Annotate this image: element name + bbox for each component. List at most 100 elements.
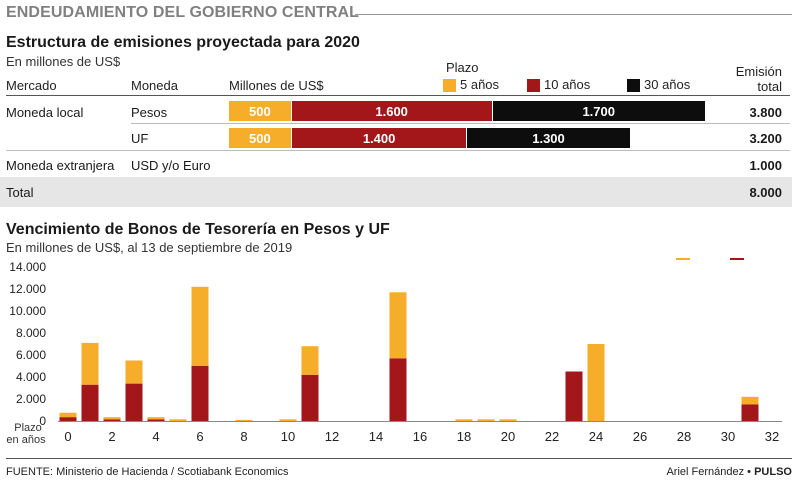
bar-pesos-3 — [125, 383, 143, 421]
total-row-bg — [0, 177, 792, 207]
bar-uf-15 — [389, 292, 407, 359]
legend-30y-label: 30 años — [644, 77, 691, 92]
y-tick-label: 14.000 — [9, 260, 46, 274]
y-tick-label: 4.000 — [16, 370, 46, 384]
row2-bar-1: 1.400 — [291, 128, 467, 148]
bar-uf-6 — [191, 286, 209, 366]
header-currency: Moneda — [131, 78, 178, 93]
total-value: 8.000 — [749, 185, 782, 200]
x-tick-label: 10 — [281, 429, 295, 444]
x-tick-label: 2 — [108, 429, 115, 444]
bar-uf-3 — [125, 360, 143, 384]
row1-bar-0: 500 — [229, 101, 291, 121]
header-market: Mercado — [6, 78, 57, 93]
legend-5y-swatch — [443, 79, 456, 92]
bar-pesos-6 — [191, 366, 209, 421]
x-tick-label: 26 — [633, 429, 647, 444]
x-tick-label: 20 — [501, 429, 515, 444]
row1-bar-1: 1.600 — [291, 101, 492, 121]
row1-currency: Pesos — [131, 105, 168, 120]
bar-pesos-1 — [81, 384, 99, 421]
bar-pesos-2 — [103, 419, 121, 421]
row3-total: 1.000 — [749, 158, 782, 173]
x-axis-label: Plazo — [14, 422, 42, 434]
x-tick-label: 14 — [369, 429, 383, 444]
row3-currency: USD y/o Euro — [131, 158, 211, 173]
legend-pesos-label: Pesos — [749, 258, 788, 261]
legend-10y-swatch — [527, 79, 540, 92]
bar-uf-1 — [81, 342, 99, 385]
bar-pesos-31 — [741, 404, 759, 421]
x-tick-label: 4 — [152, 429, 159, 444]
x-tick-label: 12 — [325, 429, 339, 444]
header-emission-2: total — [757, 79, 782, 94]
footer-author: Ariel Fernández — [666, 466, 745, 478]
row1-market: Moneda local — [6, 105, 84, 120]
x-tick-label: 0 — [64, 429, 71, 444]
bar-uf-31 — [741, 396, 759, 405]
x-tick-label: 32 — [765, 429, 779, 444]
bar-uf-19 — [477, 419, 495, 421]
bar-uf-10 — [279, 419, 297, 421]
x-tick-label: 28 — [677, 429, 691, 444]
footer-rule — [6, 458, 792, 459]
bar-pesos-0 — [59, 417, 77, 421]
bar-uf-8 — [235, 419, 253, 421]
x-tick-label: 8 — [240, 429, 247, 444]
bar-pesos-4 — [147, 419, 165, 421]
y-tick-label: 6.000 — [16, 348, 46, 362]
kicker-rule — [355, 14, 792, 15]
x-tick-label: 24 — [589, 429, 603, 444]
row3-market: Moneda extranjera — [6, 158, 115, 173]
x-tick-label: 30 — [721, 429, 735, 444]
row2-total: 3.200 — [749, 131, 782, 146]
chart-subtitle: En millones de US$, al 13 de septiembre … — [6, 240, 293, 255]
x-tick-label: 18 — [457, 429, 471, 444]
x-tick-label: 16 — [413, 429, 427, 444]
bar-pesos-23 — [565, 371, 583, 421]
maturity-chart: 14.000 12.000 10.000 8.000 6.000 4.000 2.000 0 0… — [6, 258, 788, 446]
footer-sep: • — [744, 466, 755, 478]
row2-currency: UF — [131, 131, 149, 146]
header-separator — [6, 95, 790, 96]
row2-separator — [6, 150, 790, 151]
footer-source: FUENTE: Ministerio de Hacienda / Scotiab… — [6, 466, 289, 478]
row2-bar-0: 500 — [229, 128, 291, 148]
x-tick-label: 22 — [545, 429, 559, 444]
y-tick-label: 10.000 — [9, 304, 46, 318]
row1-total: 3.800 — [749, 105, 782, 120]
legend-10y-label: 10 años — [544, 77, 591, 92]
footer-credit: Ariel Fernández • PULSO — [666, 466, 792, 478]
y-tick-label: 8.000 — [16, 326, 46, 340]
x-tick-label: 6 — [196, 429, 203, 444]
bar-uf-4 — [147, 417, 165, 420]
legend-30y-swatch — [627, 79, 640, 92]
bar-uf-5 — [169, 419, 187, 421]
footer-brand: PULSO — [754, 466, 792, 478]
bar-uf-0 — [59, 412, 77, 418]
table-subtitle: En millones de US$ — [6, 54, 121, 69]
y-tick-label: 12.000 — [9, 282, 46, 296]
x-axis-label: en años — [6, 434, 46, 446]
legend-uf-label: UF — [695, 258, 714, 261]
row1-separator — [131, 123, 790, 124]
y-tick-label: 0 — [39, 414, 46, 428]
header-emission-1: Emisión — [735, 64, 782, 79]
header-millions: Millones de US$ — [229, 78, 324, 93]
row1-bar-2: 1.700 — [492, 101, 705, 121]
legend-pesos-swatch — [730, 258, 744, 260]
bar-uf-2 — [103, 417, 121, 420]
bar-uf-11 — [301, 346, 319, 375]
bar-uf-24 — [587, 344, 605, 421]
y-tick-label: 2.000 — [16, 392, 46, 406]
bar-uf-20 — [499, 419, 517, 421]
chart-title: Vencimiento de Bonos de Tesorería en Pes… — [6, 221, 390, 238]
header-term: Plazo — [446, 60, 479, 75]
row2-bar-2: 1.300 — [467, 128, 630, 148]
bar-uf-18 — [455, 419, 473, 421]
bar-pesos-15 — [389, 358, 407, 421]
kicker-title: ENDEUDAMIENTO DEL GOBIERNO CENTRAL — [6, 4, 360, 21]
table-title: Estructura de emisiones proyectada para … — [6, 34, 360, 51]
total-label: Total — [6, 185, 34, 200]
legend-uf-swatch — [676, 258, 690, 260]
